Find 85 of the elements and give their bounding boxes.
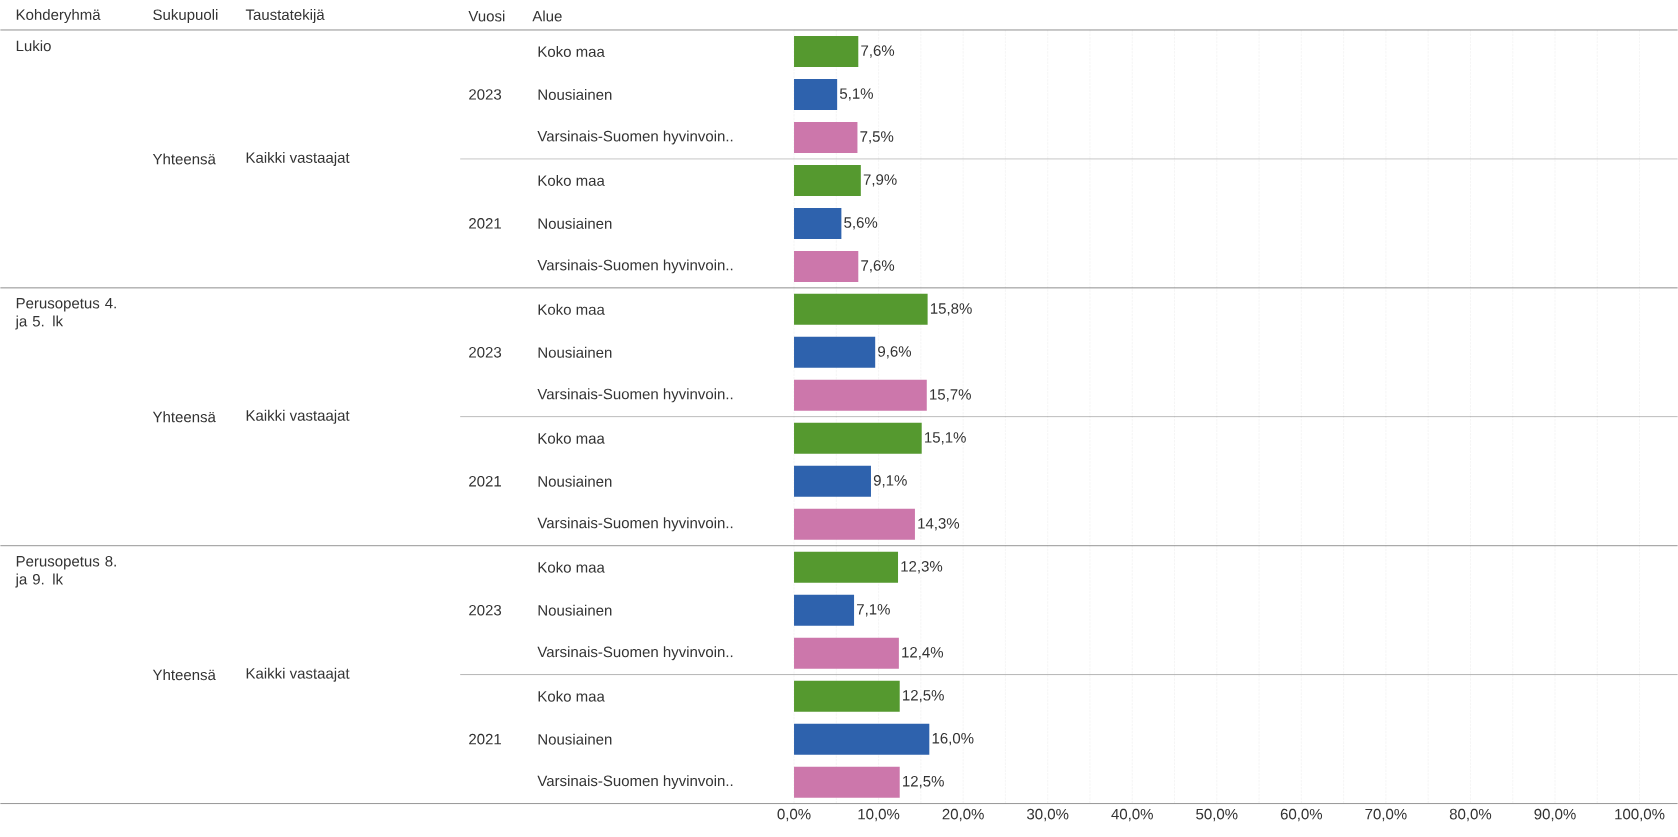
text: Sukupuoli [153,9,218,24]
x-tick-label: 70,0% [1365,809,1407,822]
text: Kaikki vastaajat [246,152,350,167]
text: Yhteensä [152,411,216,423]
text: 2023 [469,605,502,616]
data-label: 9,6% [878,346,912,359]
x-tick-label: 80,0% [1449,809,1492,822]
data-label: 7,6% [861,260,895,273]
text: 2021 [469,476,501,487]
y-tick-label: Koko maa [538,175,605,187]
y-tick-label: Varsinais-Suomen hyvinvoin.. [537,130,733,145]
bar [794,766,900,798]
text: Yhteensä [152,153,216,165]
y-tick-label: Nousiainen [538,218,612,230]
x-tick-label: 90,0% [1534,809,1576,822]
text: Taustatekijä [245,9,325,24]
data-label: 12,5% [903,690,944,703]
x-tick-label: 0,0% [777,809,811,822]
data-label: 15,7% [930,389,971,402]
x-tick-label: 60,0% [1280,809,1323,822]
bar [794,551,899,583]
y-tick-label: Koko maa [538,561,605,573]
text: 2023 [469,347,502,358]
x-tick-label: 100,0% [1615,809,1665,822]
data-label: 14,3% [918,518,960,531]
bar [794,637,899,669]
data-label: 7,1% [857,604,890,617]
bar [794,337,876,369]
y-tick-label: Varsinais-Suomen hyvinvoin.. [537,775,733,790]
bar [794,79,838,111]
x-tick-label: 30,0% [1027,809,1069,822]
bar [794,122,858,154]
text: 2023 [469,89,502,100]
y-tick-label: Koko maa [538,690,605,702]
text: Vuosi [468,10,505,22]
y-tick-label: Koko maa [538,304,605,316]
bar [794,294,928,326]
text: Lukio [16,40,51,52]
y-tick-label: Nousiainen [538,347,612,359]
bar [794,723,930,755]
data-label: 12,5% [903,776,944,789]
x-tick-label: 40,0% [1111,809,1153,822]
data-label: 5,1% [839,88,873,101]
data-label: 12,4% [902,647,944,660]
y-tick-label: Koko maa [538,433,605,445]
text: Perusopetus 4. ja 5. lk [15,298,116,330]
y-tick-label: Varsinais-Suomen hyvinvoin.. [537,388,733,403]
bar [794,680,900,712]
y-tick-label: Nousiainen [538,733,612,745]
y-tick-label: Varsinais-Suomen hyvinvoin.. [537,646,733,661]
y-tick-label: Varsinais-Suomen hyvinvoin.. [537,259,733,274]
y-tick-label: Nousiainen [538,475,612,487]
text: 2021 [469,218,501,229]
text: Yhteensä [152,669,216,681]
text: Kohderyhmä [16,9,101,24]
y-tick-label: Nousiainen [538,89,612,101]
bar [794,380,927,412]
data-label: 9,1% [873,475,907,488]
x-tick-label: 10,0% [858,809,900,822]
data-label: 15,8% [930,303,972,316]
text: Perusopetus 8. ja 9. lk [15,556,116,588]
bar [794,165,861,197]
bar [794,594,855,626]
y-tick-label: Koko maa [538,46,605,58]
y-tick-label: Varsinais-Suomen hyvinvoin.. [537,517,733,532]
text: 2021 [469,734,501,745]
x-tick-label: 20,0% [942,809,984,822]
data-label: 7,5% [860,131,894,144]
data-label: 15,1% [925,432,966,445]
bar [794,36,859,68]
bar [794,251,859,283]
x-tick-label: 50,0% [1196,809,1238,822]
text: Kaikki vastaajat [246,410,350,424]
bar [794,465,871,497]
y-axis-title: Alue [532,10,562,22]
bar [794,508,915,540]
bar [794,208,842,240]
data-label: 7,6% [861,45,895,58]
y-tick-label: Nousiainen [538,604,612,616]
data-label: 5,6% [844,217,878,230]
data-label: 12,3% [901,561,943,574]
text: Kaikki vastaajat [246,667,350,682]
data-label: 7,9% [863,174,897,187]
data-label: 16,0% [932,733,974,746]
bar [794,423,922,454]
